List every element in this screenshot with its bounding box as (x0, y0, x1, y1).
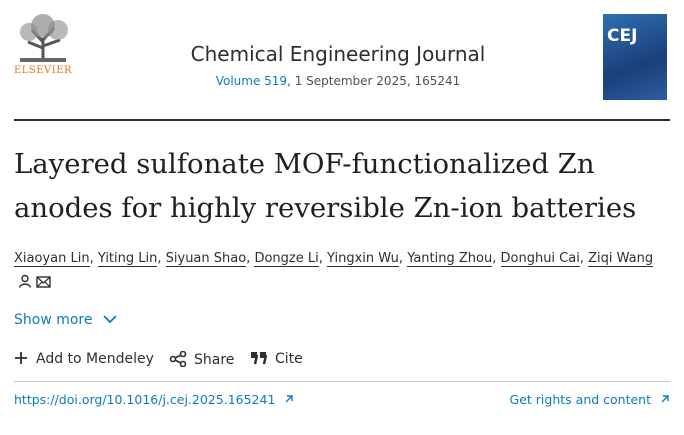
action-label[interactable]: Share (194, 352, 235, 368)
action-label[interactable]: Cite (275, 351, 303, 367)
cite-button[interactable]: Cite (250, 351, 303, 367)
journal-title[interactable]: Chemical Engineering Journal (190, 42, 486, 66)
doi-text[interactable]: https://doi.org/10.1016/j.cej.2025.16524… (14, 392, 276, 407)
divider (14, 381, 670, 382)
doi-link[interactable]: https://doi.org/10.1016/j.cej.2025.16524… (14, 392, 294, 407)
person-icon (18, 274, 32, 288)
author-name[interactable]: Xiaoyan Lin (14, 251, 90, 267)
rights-link[interactable]: Get rights and content (510, 392, 670, 407)
external-icon (661, 395, 669, 403)
article-title: Layered sulfonate MOF-functionalized Zn … (14, 148, 637, 224)
separator: , (157, 251, 162, 266)
separator: , (89, 251, 94, 266)
quote-icon (251, 352, 268, 365)
separator: , (398, 251, 404, 266)
separator: , (246, 251, 251, 266)
volume-line: Volume 519, 1 September 2025, 165241 (120, 74, 556, 88)
author-name[interactable]: Yanting Zhou (407, 251, 493, 267)
publisher-logo (14, 12, 72, 64)
separator: , (318, 251, 323, 266)
author-name[interactable]: Yiting Lin (97, 251, 158, 267)
mendeley-button[interactable]: Add to Mendeley (14, 351, 154, 367)
author-name[interactable]: Siyuan Shao (165, 251, 247, 267)
cover-title: CEJ (607, 26, 638, 46)
external-icon (285, 395, 294, 403)
share-icon (169, 350, 187, 368)
action-label[interactable]: Add to Mendeley (36, 351, 154, 367)
journal-cover[interactable]: CEJ (603, 14, 667, 100)
share-button[interactable]: Share (169, 350, 235, 368)
author-name[interactable]: Ziqi Wang (588, 251, 654, 267)
separator: , (492, 251, 497, 266)
separator: , (579, 251, 584, 266)
author-list: Xiaoyan Lin, Yiting Lin, Siyuan Shao, Do… (14, 247, 654, 295)
show-more-label[interactable]: Show more (14, 312, 93, 328)
show-more[interactable]: Show more (14, 312, 117, 328)
rights-text[interactable]: Get rights and content (509, 392, 652, 407)
author-name[interactable]: Dongze Li (254, 251, 319, 267)
author-name[interactable]: Donghui Cai (500, 251, 580, 267)
volume-link[interactable]: Volume 519 (215, 74, 288, 88)
divider (14, 119, 670, 121)
email-icon (36, 276, 51, 288)
plus-icon (15, 352, 27, 364)
author-name[interactable]: Yingxin Wu (327, 251, 399, 267)
volume-info: , 1 September 2025, 165241 (287, 74, 461, 88)
author-icons[interactable] (14, 274, 51, 290)
publisher: ELSEVIER (13, 65, 73, 76)
chevron-icon (103, 315, 117, 324)
